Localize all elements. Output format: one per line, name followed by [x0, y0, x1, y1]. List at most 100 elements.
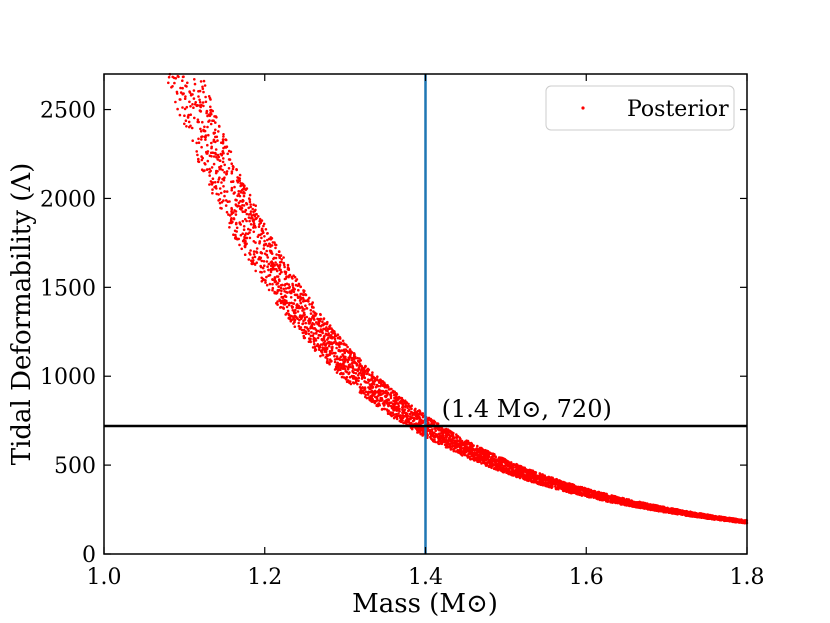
posterior-point [351, 369, 354, 373]
posterior-point [245, 219, 248, 223]
posterior-point [360, 374, 363, 377]
posterior-point [216, 180, 220, 184]
posterior-point [275, 268, 278, 271]
posterior-point [519, 471, 523, 474]
posterior-point [472, 456, 476, 460]
posterior-point [263, 264, 266, 268]
y-tick-label: 1000 [40, 365, 96, 390]
posterior-point [216, 139, 219, 142]
posterior-point [356, 359, 360, 363]
posterior-point [279, 299, 283, 303]
posterior-point [489, 464, 493, 467]
posterior-point [227, 149, 231, 153]
posterior-point [487, 453, 490, 457]
posterior-point [254, 269, 257, 273]
posterior-point [274, 261, 277, 264]
posterior-point [301, 306, 304, 310]
posterior-point [408, 412, 412, 416]
posterior-point [694, 512, 698, 516]
posterior-point [298, 327, 302, 331]
posterior-point [592, 492, 595, 496]
x-tick-label: 1.4 [408, 565, 443, 590]
posterior-point [355, 377, 359, 380]
posterior-point [637, 502, 640, 505]
posterior-point [322, 317, 326, 320]
posterior-point [218, 201, 222, 205]
posterior-point [252, 220, 255, 223]
posterior-point [599, 496, 603, 500]
posterior-point [194, 101, 197, 104]
posterior-point [317, 322, 320, 326]
posterior-point [458, 451, 461, 455]
posterior-point [544, 479, 547, 482]
posterior-point [474, 449, 477, 452]
posterior-point [342, 354, 345, 358]
posterior-point [254, 208, 257, 212]
posterior-point [309, 318, 312, 322]
posterior-point [324, 355, 328, 359]
posterior-point [312, 340, 316, 343]
posterior-point [370, 373, 374, 377]
posterior-point [389, 404, 393, 408]
posterior-point [522, 474, 525, 478]
posterior-point [696, 515, 699, 519]
posterior-point [218, 198, 222, 201]
posterior-point [293, 293, 297, 297]
posterior-point [375, 396, 379, 400]
posterior-point [596, 497, 599, 501]
posterior-point [209, 98, 212, 101]
posterior-point [213, 131, 217, 135]
posterior-point [636, 504, 640, 508]
posterior-point [554, 485, 557, 488]
posterior-point [243, 210, 247, 213]
posterior-point [262, 260, 266, 263]
posterior-point [184, 95, 187, 98]
posterior-point [189, 113, 192, 116]
posterior-point [181, 106, 184, 109]
posterior-point [403, 405, 407, 409]
posterior-point [269, 238, 273, 241]
posterior-point [222, 135, 225, 138]
posterior-point [252, 203, 255, 206]
posterior-point [387, 409, 390, 413]
posterior-point [452, 444, 455, 448]
posterior-point [359, 383, 363, 386]
posterior-point [723, 516, 726, 520]
posterior-point [345, 349, 349, 353]
posterior-point [653, 509, 657, 512]
posterior-point [434, 427, 437, 430]
posterior-point [704, 514, 707, 517]
posterior-point [249, 249, 252, 252]
posterior-point [234, 203, 238, 206]
posterior-point [245, 236, 249, 240]
posterior-point [248, 251, 251, 255]
posterior-point [734, 519, 738, 523]
posterior-point [361, 389, 365, 393]
posterior-point [206, 150, 210, 153]
posterior-point [200, 138, 203, 141]
posterior-point [321, 320, 324, 324]
posterior-point [336, 357, 340, 361]
posterior-point [195, 150, 198, 153]
posterior-point [279, 306, 282, 309]
posterior-point [222, 133, 225, 136]
posterior-point [622, 503, 625, 506]
posterior-point [489, 457, 493, 461]
posterior-point [620, 503, 623, 506]
posterior-point [328, 324, 332, 327]
posterior-point [445, 444, 449, 447]
posterior-point [259, 219, 263, 222]
posterior-point [225, 190, 229, 193]
posterior-point [455, 433, 458, 436]
posterior-point [227, 158, 231, 161]
posterior-point [409, 415, 412, 418]
posterior-point [364, 381, 367, 384]
posterior-point [361, 368, 364, 372]
posterior-point [284, 313, 288, 316]
posterior-point [583, 488, 586, 491]
posterior-point [418, 421, 422, 424]
posterior-point [238, 177, 242, 180]
posterior-point [204, 100, 208, 104]
posterior-point [291, 309, 295, 312]
posterior-point [327, 344, 331, 348]
